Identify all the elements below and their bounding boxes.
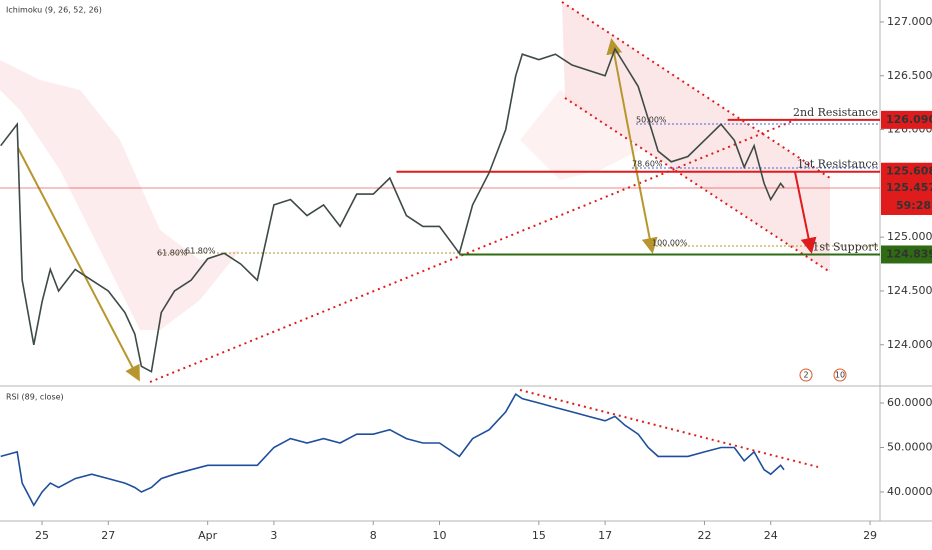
- fib-label: 61.80%: [157, 249, 188, 258]
- level-label: 2nd Resistance: [793, 106, 878, 119]
- x-tick-label: 8: [370, 529, 377, 542]
- x-tick-label: 17: [598, 529, 612, 542]
- level-price-box: [881, 162, 932, 181]
- y-tick-label: 40.0000: [887, 485, 932, 498]
- price-line: [0, 47, 785, 373]
- y-tick-label: 124.000: [887, 338, 932, 351]
- y-tick-label: 124.500: [887, 284, 932, 297]
- event-label[interactable]: 2: [803, 371, 808, 380]
- level-label: 1st Support: [812, 240, 878, 253]
- y-tick-label: 126.500: [887, 69, 932, 82]
- y-tick-label: 127.000: [887, 15, 932, 28]
- fib-label: 100.00%: [652, 239, 688, 248]
- x-tick-label: 25: [35, 529, 49, 542]
- current-price: 125.457: [886, 181, 932, 194]
- fib-label: 61.80%: [185, 247, 216, 256]
- level-price: 126.090: [886, 113, 932, 126]
- event-icon[interactable]: [833, 368, 847, 382]
- countdown: 59:28: [896, 199, 931, 212]
- x-tick-label: Apr: [198, 529, 218, 542]
- level-price: 124.839: [886, 247, 932, 260]
- event-label[interactable]: 10: [835, 371, 845, 380]
- y-tick-label: 50.0000: [887, 440, 932, 453]
- fib-label: 78.60%: [632, 160, 663, 169]
- arrow: [606, 38, 633, 149]
- arrow: [631, 147, 658, 254]
- x-tick-label: 10: [433, 529, 447, 542]
- y-tick-label: 60.0000: [887, 396, 932, 409]
- cloud: [0, 60, 240, 330]
- cloud: [520, 90, 640, 180]
- level-price: 125.608: [886, 165, 932, 178]
- y-tick-label: 125.000: [887, 230, 932, 243]
- level-price-box: [881, 110, 932, 129]
- x-tick-label: 24: [764, 529, 778, 542]
- channel-shade: [562, 2, 830, 272]
- x-tick-label: 3: [270, 529, 277, 542]
- x-tick-label: 29: [863, 529, 877, 542]
- arrow: [794, 171, 817, 254]
- x-tick-label: 15: [532, 529, 546, 542]
- level-label: 1st Resistance: [797, 158, 878, 171]
- x-tick-label: 22: [697, 529, 711, 542]
- fib-label: 50.00%: [636, 116, 667, 125]
- arrow: [17, 147, 140, 382]
- indicator-label: Ichimoku (9, 26, 52, 26): [6, 6, 102, 15]
- trend-line: [564, 97, 831, 273]
- price-line: [0, 392, 785, 507]
- event-icon[interactable]: [799, 368, 813, 382]
- current-price-box: [881, 178, 932, 215]
- x-tick-label: 27: [101, 529, 115, 542]
- level-price-box: [881, 245, 932, 264]
- indicator-label: RSI (89, close): [6, 393, 64, 402]
